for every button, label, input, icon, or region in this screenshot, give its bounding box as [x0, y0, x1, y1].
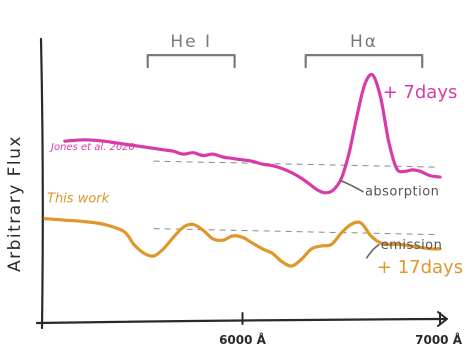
- bracket-label: He I: [170, 32, 212, 52]
- series-line: [43, 217, 442, 268]
- y-axis-line: [39, 37, 44, 330]
- bracket: [304, 53, 424, 69]
- annotation-label: absorption: [365, 185, 439, 200]
- series-name-label: This work: [47, 192, 110, 207]
- x-tick-label: 6000 Å: [219, 332, 267, 347]
- epoch-label: + 7days: [383, 82, 458, 103]
- annotation-label: emission: [381, 238, 443, 253]
- bracket-label: Hα: [350, 32, 378, 52]
- axes: 6000 Å 7000 Å Arbitrary Flux: [5, 37, 463, 347]
- epoch-label: + 17days: [377, 257, 463, 278]
- continuum-line: [153, 160, 437, 168]
- line-region-brackets: He I Hα: [146, 32, 424, 69]
- series-lines: [43, 72, 442, 268]
- annotation-leader: [365, 244, 380, 259]
- annotation-leader: [340, 179, 364, 193]
- chart-labels: Jones et al. 2020 + 7days This work + 17day…: [47, 82, 463, 278]
- series-name-label: Jones et al. 2020: [49, 142, 135, 153]
- series-line: [63, 72, 442, 195]
- continuum-line: [153, 228, 437, 236]
- bracket: [146, 53, 236, 69]
- y-axis-label: Arbitrary Flux: [5, 135, 25, 272]
- x-tick-label: 7000 Å: [415, 332, 463, 347]
